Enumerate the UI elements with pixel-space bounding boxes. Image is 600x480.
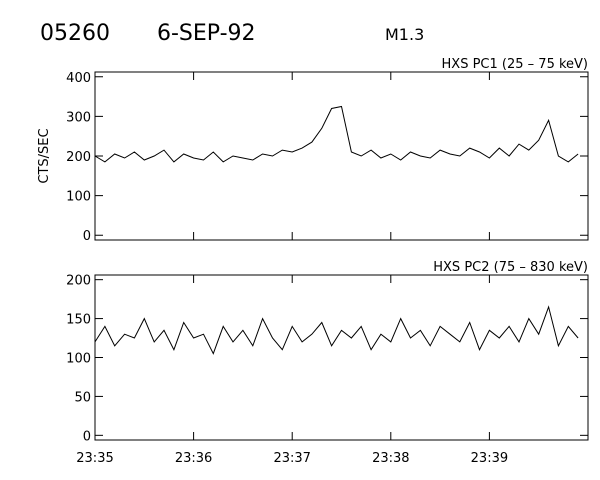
- y-axis-label: CTS/SEC: [37, 128, 52, 183]
- y-tick-label: 0: [83, 229, 91, 244]
- data-line: [94, 105, 579, 163]
- x-tick-label: 23:39: [471, 451, 508, 466]
- y-tick-label: 0: [83, 429, 91, 444]
- y-tick-label: 200: [66, 150, 91, 165]
- x-tick-label: 23:38: [372, 451, 409, 466]
- y-tick-label: 100: [66, 352, 91, 367]
- panel-title: HXS PC1 (25 – 75 keV): [442, 57, 588, 72]
- event-number: 05260: [40, 21, 110, 46]
- y-tick-label: 100: [66, 190, 91, 205]
- y-tick-label: 150: [66, 313, 91, 328]
- y-tick-label: 200: [66, 274, 91, 289]
- y-tick-label: 400: [66, 71, 91, 86]
- x-tick-label: 23:35: [76, 451, 113, 466]
- x-tick-label: 23:36: [175, 451, 212, 466]
- y-tick-label: 50: [74, 390, 91, 405]
- panel-title: HXS PC2 (75 – 830 keV): [433, 260, 588, 275]
- data-line: [94, 305, 579, 355]
- y-tick-label: 300: [66, 110, 91, 125]
- event-date: 6-SEP-92: [157, 21, 256, 46]
- x-tick-label: 23:37: [273, 451, 310, 466]
- flare-class: M1.3: [385, 25, 424, 44]
